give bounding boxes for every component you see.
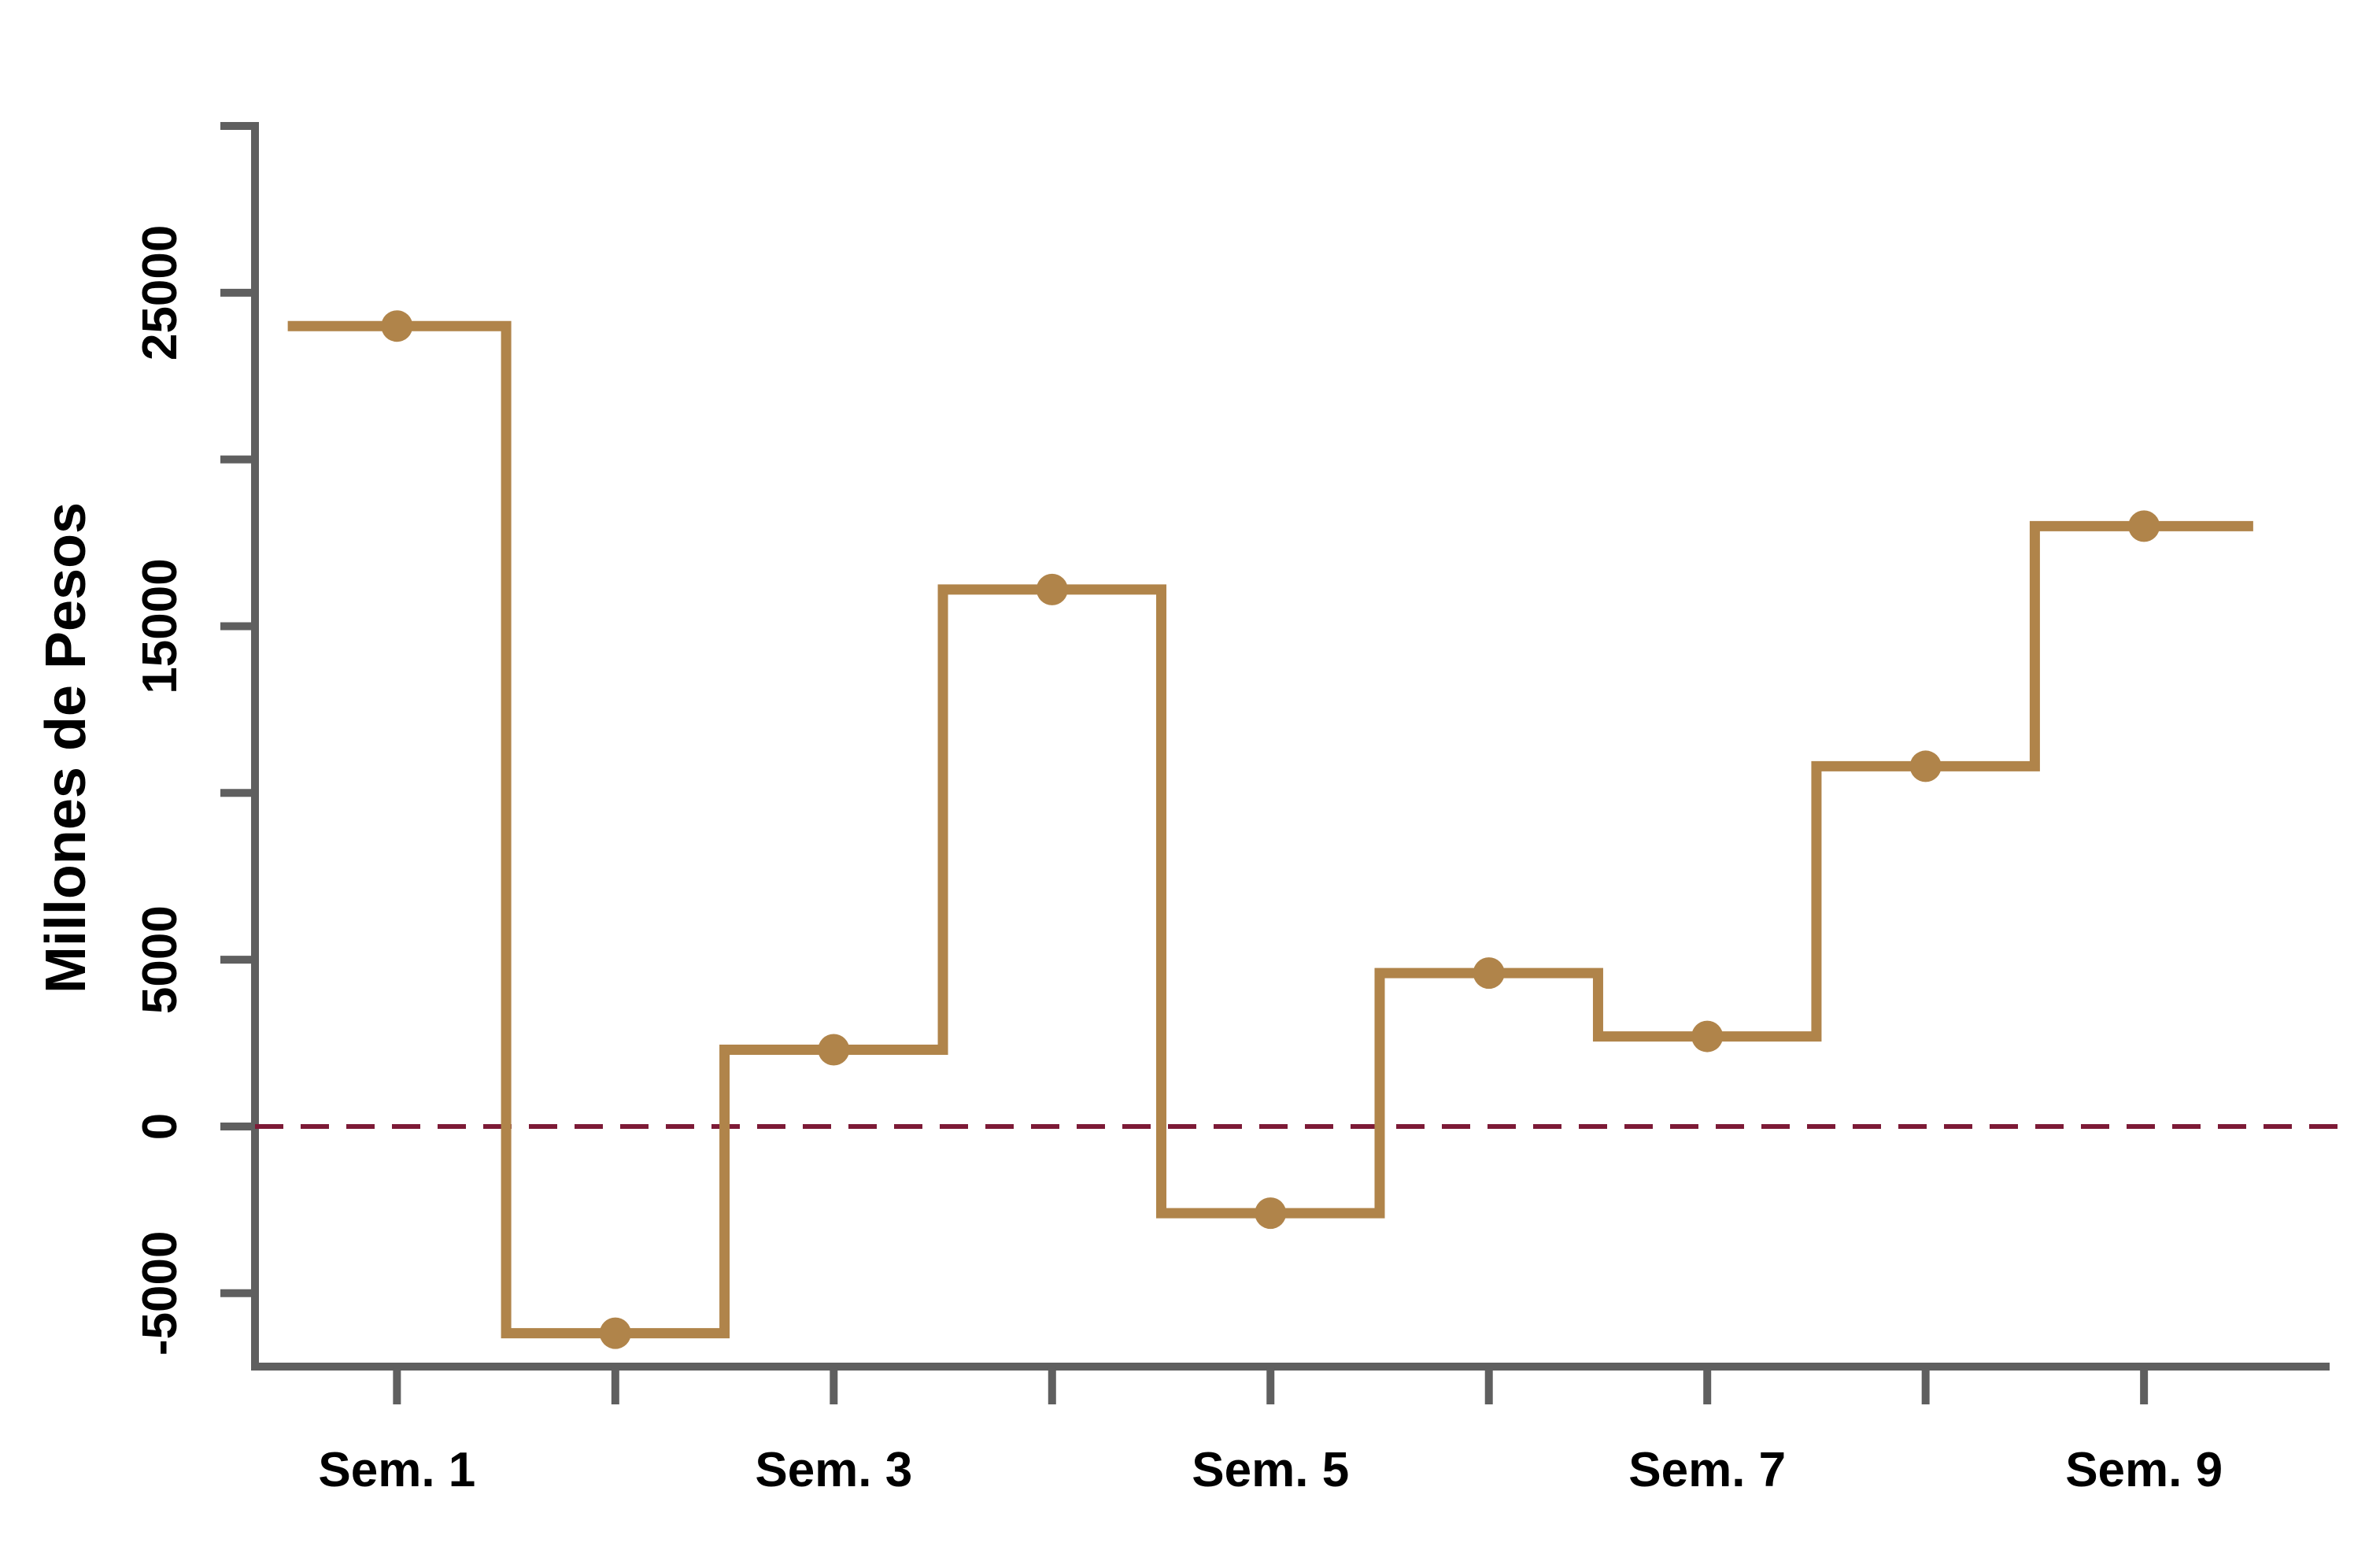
x-tick-label: Sem. 5 [1192, 1443, 1349, 1497]
data-point [1909, 750, 1942, 782]
series-step-line [287, 320, 2253, 1339]
x-tick-label: Sem. 1 [318, 1443, 475, 1497]
y-axis-label: Millones de Pesos [35, 502, 98, 993]
data-point [1691, 1020, 1724, 1052]
data-point [599, 1317, 631, 1349]
data-point [2128, 510, 2160, 542]
axes [220, 122, 2330, 1404]
data-point [1036, 573, 1068, 605]
x-tick-label: Sem. 7 [1628, 1443, 1786, 1497]
y-tick-label: 0 [133, 1113, 187, 1140]
labels-group: Millones de Pesos -5000 0 5000 15000 25000 Se… [35, 225, 2223, 1497]
data-point [818, 1034, 850, 1066]
x-tick-label: Sem. 9 [2065, 1443, 2223, 1497]
y-tick-label: -5000 [133, 1231, 187, 1356]
data-point [381, 310, 413, 342]
data-point [1255, 1197, 1287, 1230]
y-tick-label: 5000 [133, 905, 187, 1014]
data-point [1473, 957, 1505, 990]
y-tick-label: 15000 [133, 558, 187, 694]
series-group [287, 310, 2253, 1349]
y-tick-label: 25000 [133, 225, 187, 361]
x-tick-label: Sem. 3 [755, 1443, 912, 1497]
